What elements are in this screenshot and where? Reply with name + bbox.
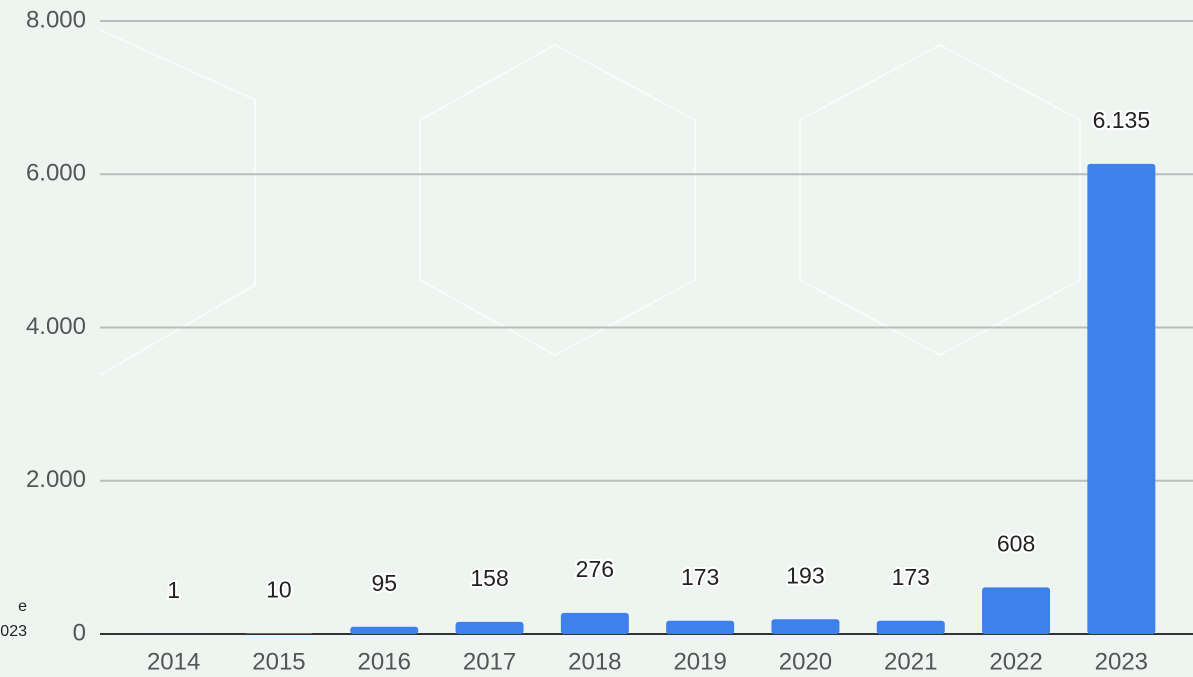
x-tick-label: 2021 xyxy=(884,648,937,675)
decor-line xyxy=(420,45,695,355)
value-label: 173 xyxy=(681,564,719,590)
x-tick-label: 2022 xyxy=(989,648,1042,675)
page: {"chart_data": {"type": "bar", "categori… xyxy=(0,0,1193,677)
decor-line xyxy=(800,45,1080,355)
bar xyxy=(771,619,839,634)
value-label: 6.135 xyxy=(1093,107,1151,133)
y-tick-label: 4.000 xyxy=(26,313,86,340)
bar xyxy=(245,633,313,634)
x-tick-label: 2016 xyxy=(358,648,411,675)
decor-line xyxy=(100,30,255,375)
y-tick-label: 0 xyxy=(73,619,86,646)
bar xyxy=(982,587,1050,634)
x-tick-label: 2019 xyxy=(673,648,726,675)
annotation: 023 xyxy=(0,623,27,640)
value-label: 193 xyxy=(786,562,824,588)
x-tick-label: 2017 xyxy=(463,648,516,675)
annotation: e xyxy=(18,598,27,615)
value-label: 608 xyxy=(997,530,1035,556)
bar xyxy=(1087,164,1155,634)
background-decor xyxy=(100,30,1080,375)
value-label: 276 xyxy=(576,556,614,582)
x-tick-label: 2014 xyxy=(147,648,200,675)
y-tick-label: 2.000 xyxy=(26,466,86,493)
bar xyxy=(350,627,418,634)
bar xyxy=(877,621,945,634)
x-tick-label: 2023 xyxy=(1095,648,1148,675)
x-tick-label: 2018 xyxy=(568,648,621,675)
chart: 0 2.000 4.000 6.000 8.000 e 023 2014 1 2015 10 2016… xyxy=(0,0,1193,677)
y-tick-label: 8.000 xyxy=(26,6,86,33)
value-label: 1 xyxy=(167,577,180,603)
bar xyxy=(666,621,734,634)
x-tick-label: 2015 xyxy=(252,648,305,675)
bar xyxy=(561,613,629,634)
value-label: 173 xyxy=(892,564,930,590)
bar xyxy=(456,622,524,634)
value-label: 158 xyxy=(470,565,508,591)
value-label: 95 xyxy=(371,570,397,596)
x-tick-label: 2020 xyxy=(779,648,832,675)
y-tick-label: 6.000 xyxy=(26,160,86,187)
value-label: 10 xyxy=(266,576,292,602)
